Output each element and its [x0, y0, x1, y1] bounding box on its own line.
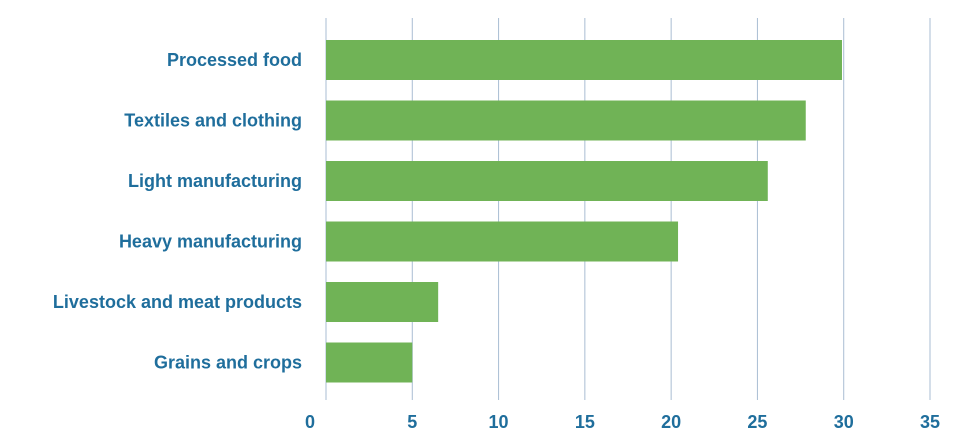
grid-lines [325, 18, 931, 400]
bars [326, 40, 842, 383]
x-tick-label: 15 [575, 412, 595, 432]
category-label: Livestock and meat products [53, 292, 302, 312]
x-tick-label: 5 [407, 412, 417, 432]
category-labels: Processed food Textiles and clothing Light… [53, 50, 302, 373]
category-label: Light manufacturing [128, 171, 302, 191]
x-tick-label: 35 [920, 412, 940, 432]
x-tick-label: 20 [661, 412, 681, 432]
x-tick-label: 25 [747, 412, 767, 432]
bar [326, 221, 679, 262]
x-axis-tick-labels: 0 5 10 15 20 25 30 35 [305, 412, 940, 432]
x-tick-label: 10 [489, 412, 509, 432]
category-label: Grains and crops [154, 353, 302, 373]
category-label: Textiles and clothing [124, 111, 302, 131]
bar [326, 40, 842, 80]
bar [326, 100, 806, 141]
bar [326, 282, 439, 322]
category-label: Heavy manufacturing [119, 232, 302, 252]
bar [326, 161, 768, 201]
bar [326, 342, 413, 383]
x-tick-label: 0 [305, 412, 315, 432]
category-label: Processed food [167, 50, 302, 70]
x-tick-label: 30 [834, 412, 854, 432]
